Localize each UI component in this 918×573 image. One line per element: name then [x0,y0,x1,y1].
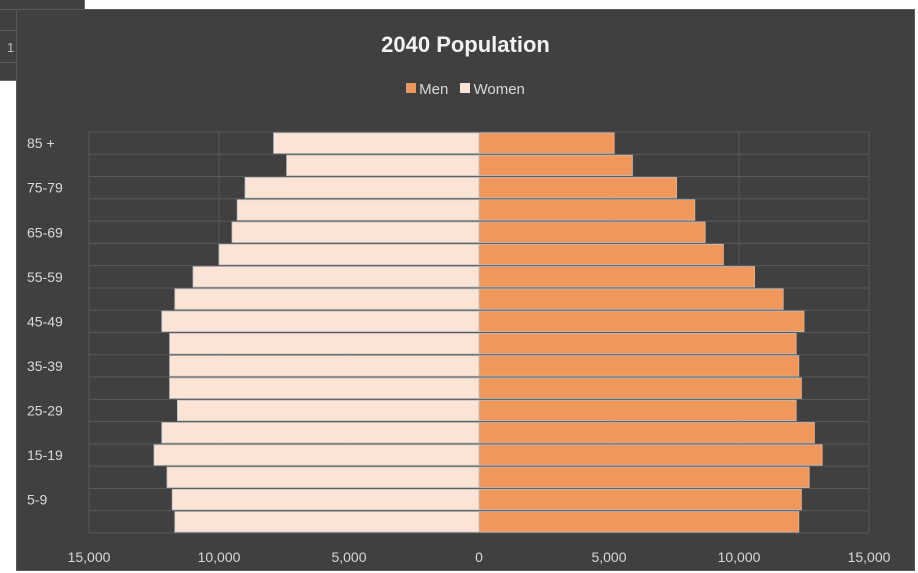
bar-men-20-24 [478,422,815,444]
y-tick-label: 85 + [27,135,55,151]
chart-legend: Men Women [17,81,914,98]
x-tick-label: 10,000 [198,549,241,565]
y-tick-label: 75-79 [27,180,63,196]
y-tick-label: 65-69 [27,224,63,240]
bar-men-60-64 [478,243,724,266]
bar-women-75-79 [244,177,480,199]
bar-men-70-74 [478,199,696,221]
legend-label-men: Men [419,81,449,98]
bar-men-75-79 [478,177,678,199]
y-tick-label: 45-49 [27,313,63,329]
bar-men-65-69 [478,221,706,243]
bar-women-70-74 [236,199,480,221]
legend-item-men: Men [406,81,448,98]
bar-men-15-19 [478,444,823,466]
legend-swatch-men [406,83,417,94]
bar-men-55-59 [478,266,756,288]
population-pyramid-chart: 5-9 15-19 25-29 35-39 45-49 55-59 65-69 75-79 85… [27,131,891,565]
bar-women-85 + [273,132,480,154]
y-tick-label: 35-39 [27,358,63,374]
bar-men-40-44 [478,332,797,355]
legend-swatch-women [460,83,471,94]
bar-women-30-34 [169,377,480,399]
bar-men-30-34 [478,377,802,399]
y-tick-label: 5-9 [27,492,47,508]
bar-women-10-14 [166,466,480,488]
bar-men-80-84 [478,154,633,177]
bar-men-25-29 [478,399,797,422]
bar-men-35-39 [478,355,800,377]
bar-women-60-64 [218,243,480,266]
bar-women-35-39 [169,355,480,377]
bar-men-5-9 [478,488,802,511]
x-tick-label: 0 [475,549,483,565]
spreadsheet-cell-text: 1 [7,40,15,55]
bar-women-0-4 [174,511,480,533]
chart-area[interactable]: 2040 Population Men Women 5-9 15-19 25-29 3… [16,9,915,571]
bar-women-25-29 [176,399,480,422]
bar-women-55-59 [192,266,480,288]
bar-men-85 + [478,132,615,154]
bar-women-40-44 [169,332,480,355]
bar-men-0-4 [478,511,800,533]
x-tick-label: 15,000 [848,549,891,565]
y-tick-label: 15-19 [27,447,63,463]
bar-women-20-24 [161,422,480,444]
bar-men-50-54 [478,288,784,310]
bar-women-45-49 [161,310,480,333]
x-tick-label: 15,000 [68,549,111,565]
bar-women-5-9 [171,488,480,511]
bar-women-65-69 [231,221,480,243]
bar-men-45-49 [478,310,805,333]
x-tick-label: 5,000 [331,549,366,565]
y-tick-label: 25-29 [27,402,63,418]
legend-label-women: Women [473,81,525,98]
bar-men-10-14 [478,466,810,488]
y-tick-label: 55-59 [27,269,63,285]
chart-title: 2040 Population [381,32,550,57]
bar-women-50-54 [174,288,480,310]
legend-item-women: Women [460,81,525,98]
bar-women-80-84 [286,154,480,177]
bar-women-15-19 [153,444,480,466]
x-tick-label: 10,000 [718,549,761,565]
x-tick-label: 5,000 [591,549,626,565]
